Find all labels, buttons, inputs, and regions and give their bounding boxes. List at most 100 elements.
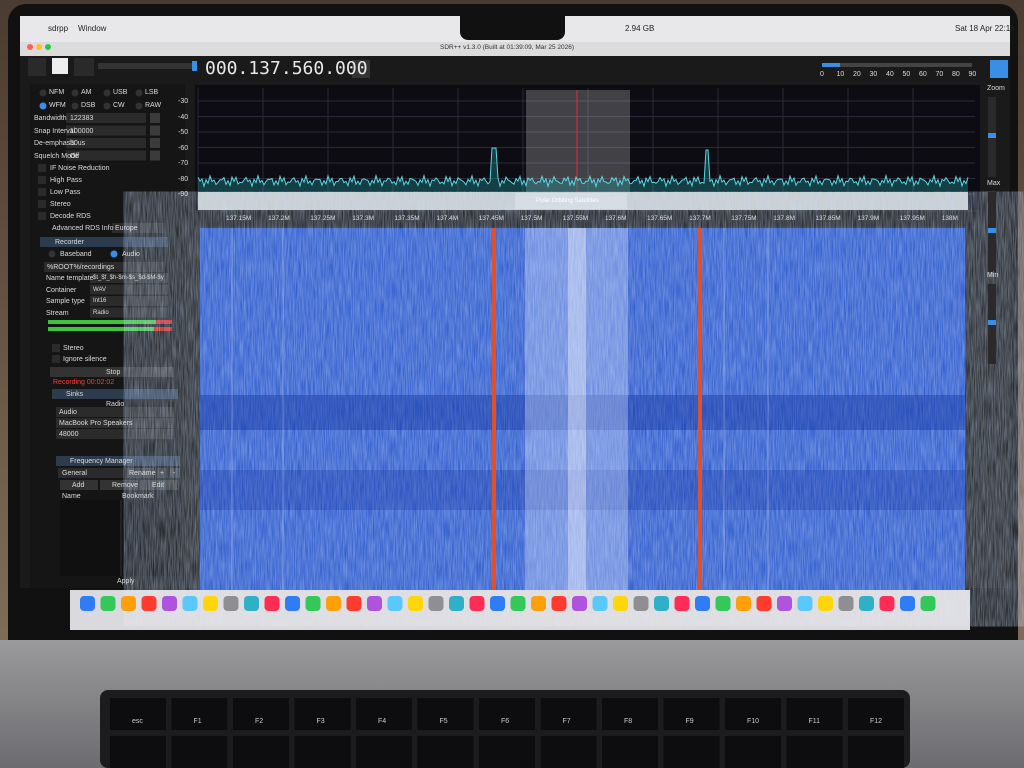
setting-value[interactable]: 50us [70,140,86,147]
dock-icon [797,596,813,611]
slider-label: Max [987,180,1001,187]
setting-value[interactable]: Radio [93,309,109,316]
snr-tick: 40 [886,71,894,78]
dock-icon [900,596,915,611]
key-label[interactable]: F9 [685,718,694,725]
mode-option[interactable]: USB [113,89,128,96]
sink-field[interactable]: 48000 [59,431,79,438]
list-selector[interactable]: General [62,470,87,477]
section-title[interactable]: Frequency Manager [70,458,133,465]
setting-field [90,307,168,318]
setting-value[interactable]: 122383 [70,115,94,122]
button [140,480,178,490]
mode-option[interactable]: NFM [49,89,65,96]
manager-button[interactable]: Rename [129,470,156,477]
checkbox [52,355,60,363]
key [356,698,412,730]
x-tick-label: 137.95M [899,215,925,222]
slider-handle [988,228,996,233]
source-option[interactable]: Baseband [60,251,92,258]
action-button[interactable]: Remove [112,482,139,489]
vfo-band [526,90,630,210]
checkbox-label[interactable]: Decode RDS [50,213,91,220]
key-label[interactable]: F11 [808,718,821,725]
setting-field [90,284,168,295]
x-tick-label: 137.5M [520,215,543,222]
manager-button[interactable]: + [160,470,165,477]
dock-icon [633,596,649,611]
action-button[interactable]: Edit [152,482,165,489]
window-control [36,44,42,50]
column-header: Bookmark [122,493,154,500]
action-button[interactable]: Add [72,482,85,489]
source-option[interactable]: Audio [122,251,140,258]
checkbox-label[interactable]: Ignore silence [63,356,107,363]
section-title[interactable]: Sinks [66,391,84,398]
setting-value[interactable]: Int16 [93,298,107,304]
checkbox-label[interactable]: Low Pass [50,189,81,196]
key-label[interactable]: F8 [624,718,633,725]
recording-path[interactable]: %ROOT%/recordings [47,264,115,271]
setting-value[interactable]: 100000 [70,127,94,135]
checkbox [38,188,46,196]
dock-icon [572,596,587,611]
menu-button [28,58,46,76]
mode-option[interactable]: CW [113,102,125,109]
manager-button[interactable]: - [173,470,176,477]
key-label[interactable]: F4 [378,718,387,725]
slider-label: Zoom [987,85,1005,92]
key-label[interactable]: F3 [316,718,325,725]
checkbox-label[interactable]: High Pass [50,177,82,184]
dock-icon [326,596,341,611]
section-title[interactable]: Recorder [55,239,84,246]
dock-icon [859,596,874,611]
dock-icon [244,596,259,611]
checkbox-label[interactable]: Stereo [63,345,84,352]
setting-value[interactable]: WAV [93,286,106,293]
key-label[interactable]: F6 [501,718,510,725]
dock-icon [592,596,608,611]
apply-button[interactable]: Apply [117,578,135,585]
stop-button[interactable]: Stop [106,369,121,376]
key [233,736,289,768]
sink-field[interactable]: Audio [59,409,77,416]
key-label[interactable]: F10 [747,718,760,725]
mode-option[interactable]: LSB [145,89,159,96]
frequency-display[interactable]: 000.137.560.000 [205,58,368,79]
window-menu[interactable]: Window [78,24,107,33]
dock-icon [182,596,198,611]
volume-button [74,58,94,76]
setting-value[interactable]: Off [70,152,80,160]
x-tick-label: 137.7M [689,215,711,222]
checkbox [52,344,60,352]
mode-option[interactable]: AM [81,89,92,96]
mode-option[interactable]: WFM [49,102,66,109]
key [417,736,474,768]
dropdown [56,429,174,439]
mode-option[interactable]: RAW [145,102,162,109]
dock-icon [100,596,116,611]
dock-icon [879,596,895,611]
key-label[interactable]: F7 [562,718,571,725]
dock-icon [674,596,690,611]
y-tick-label: -60 [178,144,189,152]
radio-button [103,89,111,97]
frequency-axis [190,212,975,226]
mode-option[interactable]: DSB [81,102,96,109]
key-label[interactable]: F5 [439,718,448,725]
radio-button [39,102,47,110]
setting-value[interactable]: $t_$f_$h-$m-$s_$d-$M-$y [93,275,164,281]
checkbox-label[interactable]: IF Noise Reduction [50,165,110,172]
setting-field [90,296,168,306]
snr-tick: 70 [935,71,944,78]
checkbox-label[interactable]: Stereo [50,201,71,208]
key-label[interactable]: F1 [193,718,202,725]
checkbox [38,212,46,220]
key [417,698,474,730]
app-menu[interactable]: sdrpp [48,24,69,33]
key-label[interactable]: esc [132,718,143,725]
key-label[interactable]: F2 [255,718,264,725]
dropdown-value[interactable]: Europe [115,225,138,232]
sink-field[interactable]: MacBook Pro Speakers [59,420,133,427]
key-label[interactable]: F12 [870,718,883,725]
